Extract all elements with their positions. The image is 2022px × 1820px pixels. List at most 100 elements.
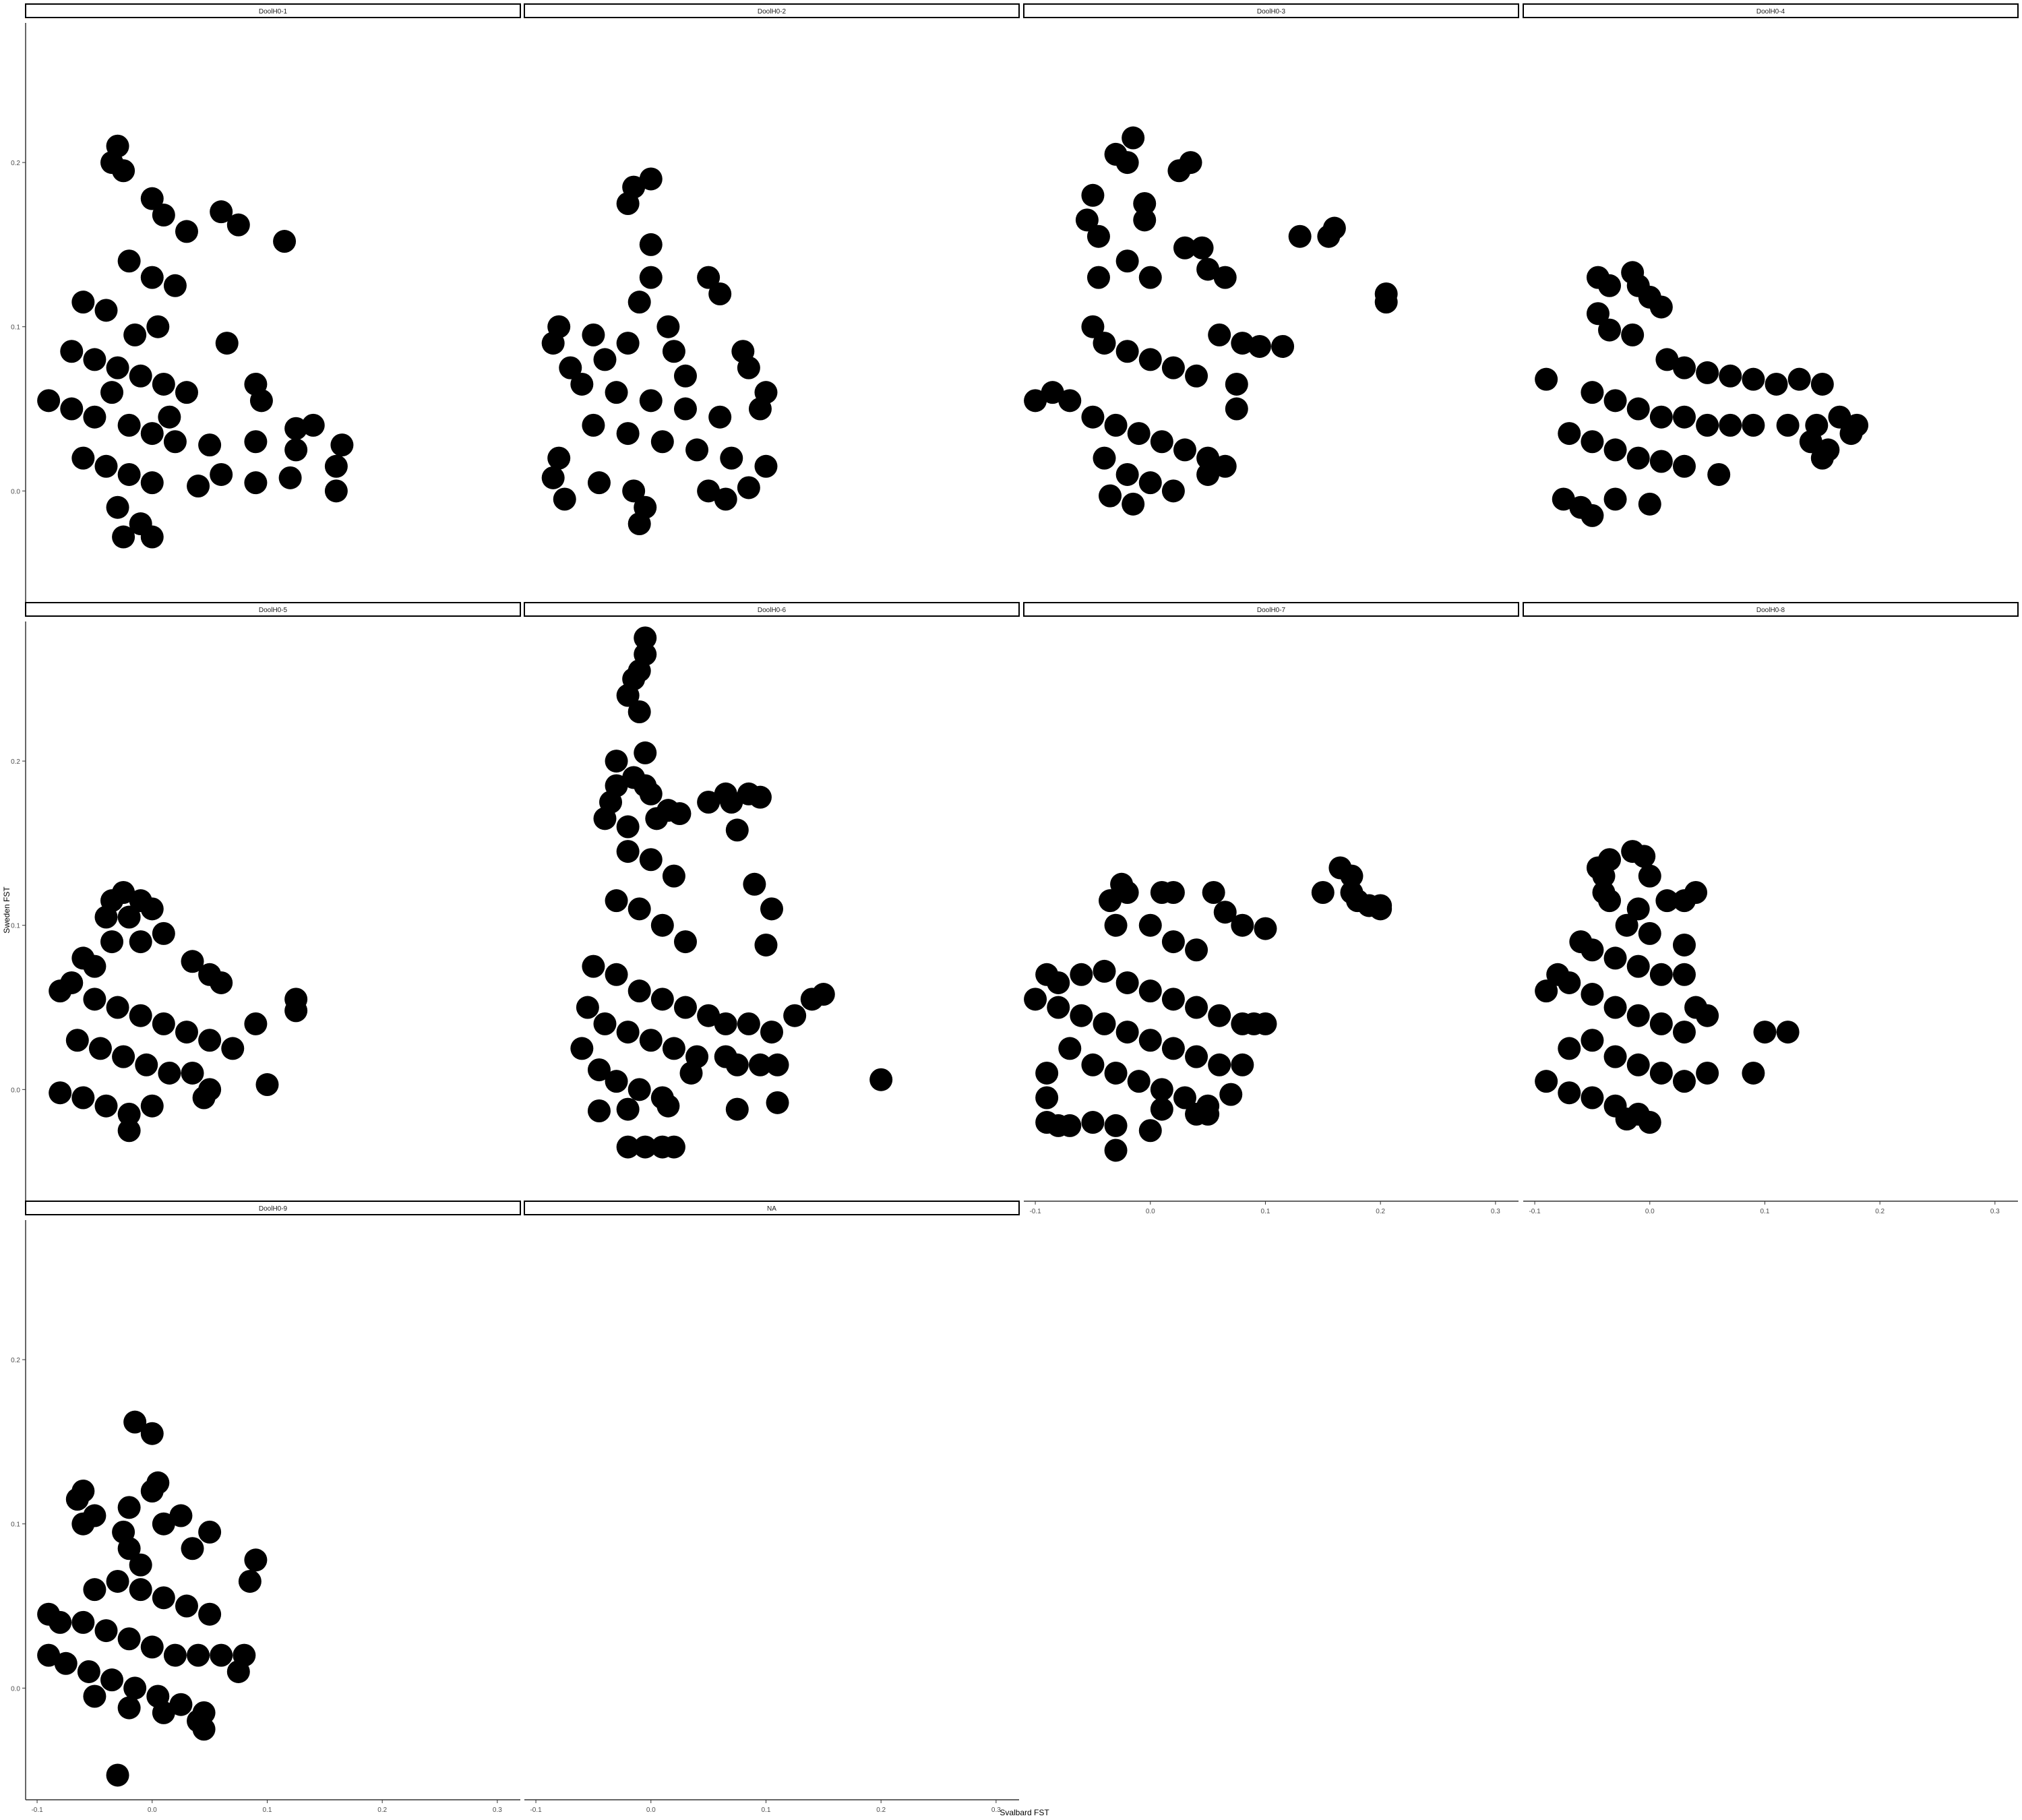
data-point [639,848,663,872]
data-point [1626,1053,1650,1076]
data-point [1603,946,1627,970]
data-point [697,479,721,503]
data-point [1196,257,1220,281]
panel-doolh0-8: DoolH0-8 -0.1 0.0 0.1 0.2 0.3 [1523,602,2019,1215]
data-point [65,1029,89,1052]
strip-box [1023,602,1519,617]
data-point [1161,1037,1185,1060]
data-point [1115,249,1139,273]
data-point [1150,1078,1173,1101]
data-point [616,1097,640,1121]
x-tick-label: 0.1 [762,1807,771,1814]
data-point [766,1053,789,1076]
strip-box [1523,602,2019,617]
data-point [1161,356,1185,380]
data-point [1093,332,1116,355]
data-point [748,785,772,809]
data-point [582,954,605,978]
data-point [1615,1108,1638,1131]
data-point [140,1422,164,1445]
data-point [1047,971,1070,994]
data-point [1340,864,1364,888]
data-point [140,471,164,495]
data-point [593,1012,617,1035]
data-point [547,446,571,470]
data-point [1208,1004,1231,1027]
data-point [1138,1029,1162,1052]
data-point [215,332,239,355]
y-tick-label: 0.1 [11,923,20,930]
data-point [129,364,152,388]
data-point [198,1520,222,1544]
data-point [627,897,651,921]
data-point [1122,126,1145,150]
x-tick-label: -0.1 [530,1807,542,1814]
x-tick-label: 0.0 [1645,1208,1655,1215]
data-point [94,1619,118,1643]
data-point [616,840,640,863]
data-point [1099,484,1122,508]
data-point [582,323,605,346]
data-point [576,996,599,1019]
data-point [1649,450,1673,473]
data-point [1626,897,1650,921]
data-point [1696,413,1719,437]
data-point [100,930,124,954]
data-point [1138,913,1162,937]
data-point [1041,381,1064,404]
data-point [605,750,628,773]
data-point [273,230,297,253]
data-point [1626,397,1650,421]
x-tick-label: -0.1 [1029,1208,1041,1215]
data-point [1649,295,1673,319]
data-point [71,1086,95,1110]
data-point [83,1578,106,1602]
data-point [1231,332,1254,355]
data-point [766,1091,789,1114]
data-point [117,1102,141,1126]
data-point [1115,1021,1139,1044]
data-point [1581,983,1604,1006]
data-point [152,1586,175,1610]
data-point [1598,274,1622,297]
data-point [1150,430,1173,454]
data-point [175,220,198,243]
data-point [1231,1053,1254,1076]
data-point [760,1021,783,1044]
data-point [198,1602,222,1626]
data-point [140,897,164,921]
data-point [1288,224,1312,248]
data-point [37,389,61,413]
data-point [244,471,268,495]
data-point [123,1676,147,1700]
data-point [553,487,576,511]
data-point [152,921,175,945]
data-point [1138,979,1162,1003]
data-point [668,802,692,826]
data-point [1133,208,1157,232]
data-point [1719,413,1742,437]
data-point [1621,323,1645,346]
data-point [748,397,772,421]
data-point [255,1073,279,1097]
data-point [1603,389,1627,413]
data-point [616,422,640,446]
data-point [1753,1021,1777,1044]
data-point [1684,880,1708,904]
data-point [1196,1102,1220,1126]
data-point [1035,1086,1059,1110]
data-point [1081,315,1105,338]
data-point [639,167,663,191]
data-point [1024,389,1047,413]
data-point [639,389,663,413]
data-point [117,1627,141,1651]
data-point [129,1553,152,1577]
strip-label: DoolH0-7 [1257,607,1286,614]
data-point [1058,1114,1082,1137]
data-point [587,471,611,495]
data-point [1598,889,1622,913]
y-tick-label: 0.0 [11,1087,20,1094]
data-point [226,1660,250,1683]
panel-na: NA -0.1 0.0 0.1 0.2 0.3 [524,1201,1020,1814]
data-point [1161,880,1185,904]
